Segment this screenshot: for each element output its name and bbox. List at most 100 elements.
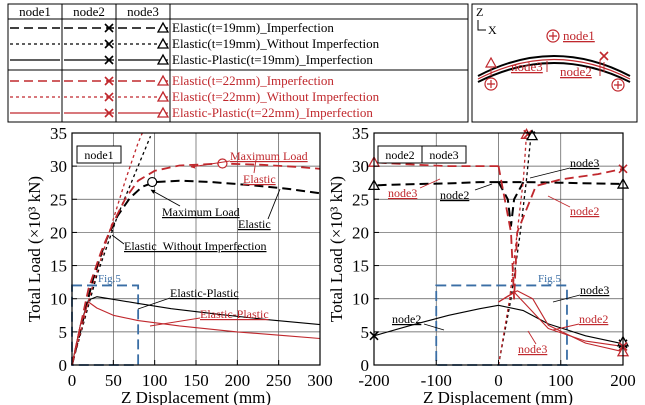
chart2-annot-node3-black-top: node3: [570, 156, 599, 170]
chart2-box-label-node2: node2: [385, 148, 414, 162]
triangle-marker: [156, 90, 170, 102]
series-line-e19_noimp: [71, 136, 152, 366]
series-line-e22_imp: [71, 162, 321, 366]
series-line-e22_imp: [497, 165, 624, 300]
triangle-marker: [156, 37, 170, 49]
legend-table: node1 node2 node3 Elastic(t=19mm)_Imperf…: [7, 3, 469, 123]
chart2-zoom-box: [435, 284, 568, 366]
tick-label-x: 150: [183, 371, 209, 390]
tick-label-y: 0: [59, 356, 68, 375]
chart1-annot-elastic-black: Elastic: [238, 217, 271, 231]
chart2-annot-node2-red-top: node2: [570, 204, 599, 218]
tick-label-x: 200: [610, 371, 636, 390]
triangle-marker: [156, 106, 170, 118]
tick-label-y: 15: [352, 257, 369, 276]
triangle-marker: [156, 53, 170, 65]
legend-entry-label: Elastic(t=22mm)_Without Imperfection: [172, 89, 380, 104]
schematic-axis-x-line: [477, 20, 486, 31]
chart1-annot-elastic-noimp: Elastic_Without Imperfection: [124, 239, 266, 253]
tick-label-y: 10: [50, 290, 67, 309]
x-marker: [104, 23, 114, 33]
legend-entry-label: Elastic-Plastic(t=22mm)_Imperfection: [172, 105, 373, 120]
arch-deformed-line: [477, 59, 631, 80]
tick-label-y: 5: [361, 323, 370, 342]
chart1-box-label: node1: [84, 148, 113, 162]
tick-label-y: 30: [352, 157, 369, 176]
legend-header-node3: node3: [127, 4, 159, 19]
series-line-e19_imp: [498, 181, 624, 185]
series-line-e19_imp: [373, 181, 499, 187]
node3-triangle-icon: [484, 56, 498, 68]
chart2-annot-node3-red-bottom: node3: [518, 342, 547, 356]
legend-header-node1: node1: [19, 4, 51, 19]
chart-node2-node3: 0 5 10 15 20 25 30 35 -200 -100 0 100 200 Z Displace…: [327, 124, 636, 405]
node1-plus-icon: [546, 29, 560, 43]
schematic-axis-x: X: [488, 23, 497, 37]
tick-label-y: 20: [352, 223, 369, 242]
node2-x-icon: [599, 51, 609, 61]
tick-label-x: 200: [225, 371, 251, 390]
chart2-xlabel: Z Displacement (mm): [423, 388, 573, 405]
chart2-annot-node2-black-bottom: node2: [392, 312, 421, 326]
legend-entry-label: Elastic(t=19mm)_Imperfection: [172, 20, 334, 35]
series-line-e22_noimp: [497, 134, 528, 366]
chart2-ylabel: Total Load (×10³ kN): [327, 176, 346, 322]
tick-label-y: 15: [50, 257, 67, 276]
series-line-ep19_imp: [498, 304, 624, 345]
series-line-ep19_imp: [373, 304, 499, 337]
schematic-node2-label: node2: [560, 64, 592, 79]
x-marker: [104, 92, 114, 102]
chart1-annot-elastic-red: Elastic: [243, 172, 276, 186]
series-line-e19_noimp: [497, 136, 532, 366]
legend-entry-label: Elastic-Plastic(t=19mm)_Imperfection: [172, 52, 373, 67]
legend-rows: [10, 21, 170, 118]
arch-outer-line: [477, 55, 631, 77]
legend-entry-label: Elastic(t=19mm)_Without Imperfection: [172, 36, 380, 51]
circle-marker: [217, 158, 228, 169]
chart2-frame: [373, 132, 624, 366]
chart1-annot-maxload-black: Maximum Load: [162, 205, 240, 219]
tick-label-y: 10: [352, 290, 369, 309]
chart2-series: [373, 134, 624, 366]
tick-label-y: 30: [50, 157, 67, 176]
schematic-node1-label: node1: [563, 28, 595, 43]
arch-inner-line: [477, 62, 631, 83]
series-line-ep22_imp: [71, 301, 321, 366]
series-line-e22_imp: [373, 161, 499, 167]
legend-entry-label: Elastic(t=22mm)_Imperfection: [172, 73, 334, 88]
circle-marker: [147, 176, 158, 188]
x-marker: [104, 55, 114, 65]
series-line-ep22_imp: [498, 290, 624, 353]
x-marker: [104, 76, 114, 86]
tick-label-x: -200: [358, 371, 389, 390]
chart1-frame: [71, 132, 321, 366]
series-line-e22_noimp: [71, 132, 143, 366]
tick-label-x: 50: [105, 371, 122, 390]
tick-label-x: 100: [548, 371, 574, 390]
legend-header-node2: node2: [73, 4, 105, 19]
chart1-annot-ep-red: Elastic-Plastic: [200, 307, 269, 321]
triangle-marker: [526, 129, 539, 141]
tick-label-x: 0: [494, 371, 503, 390]
chart1-markers: [147, 158, 228, 188]
chart1-ylabel: Total Load (×10³ kN): [25, 176, 44, 322]
chart2-annot-node3-red-top: node3: [388, 186, 417, 200]
chart2-ticks: 0 5 10 15 20 25 30 35 -200 -100 0 100 200: [352, 124, 636, 390]
tick-label-y: 25: [352, 190, 369, 209]
triangle-marker: [156, 21, 170, 33]
node2-plus-icon: [611, 78, 625, 92]
chart2-box-label-node3: node3: [429, 148, 458, 162]
tick-label-y: 35: [50, 124, 67, 143]
triangle-marker: [156, 74, 170, 86]
chart2-annot-node2-red-bottom: node2: [579, 312, 608, 326]
schematic-axis-z: Z: [476, 5, 483, 19]
chart2-annot-node2-black-top: node2: [440, 188, 469, 202]
tick-label-y: 20: [50, 223, 67, 242]
x-marker: [104, 108, 114, 118]
chart1-annot-maxload-red: Maximum Load: [230, 149, 308, 163]
chart1-zoom-label: Fig.5: [98, 273, 121, 285]
chart1-zoom-box: [71, 284, 140, 366]
chart2-zoom-label: Fig.5: [538, 273, 561, 285]
tick-label-y: 0: [361, 356, 370, 375]
schematic-node3-label: node3: [511, 59, 543, 74]
